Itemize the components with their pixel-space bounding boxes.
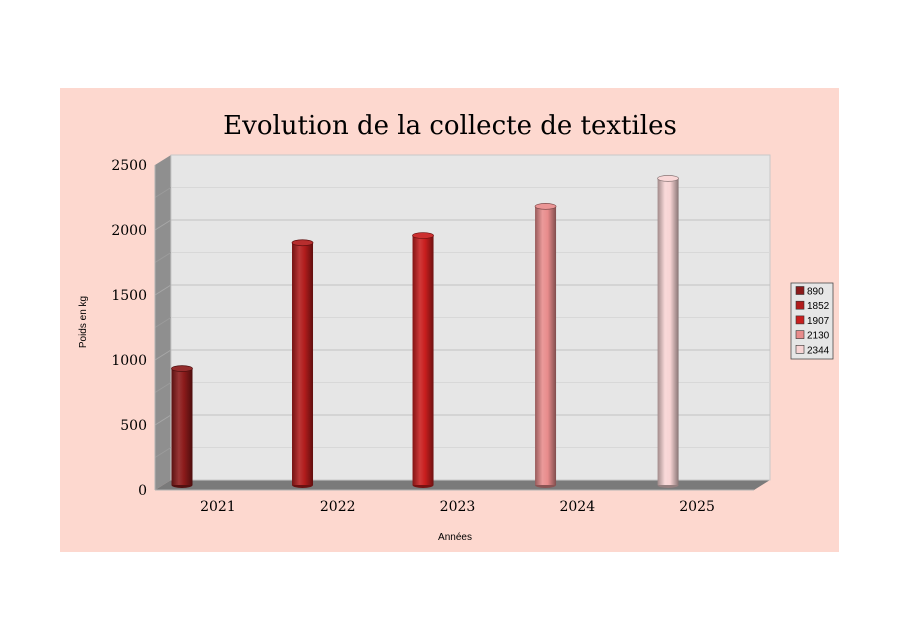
bar-2024 [534, 203, 557, 488]
x-tick-label: 2024 [559, 499, 595, 515]
legend-label: 2130 [807, 331, 830, 342]
bar-top [171, 365, 193, 372]
gridline-side [154, 349, 172, 361]
gridline-side [154, 447, 172, 458]
gridline-side [154, 414, 172, 426]
bar-2023 [412, 232, 434, 488]
y-tick-labels: 0 500 1000 1500 2000 2500 [111, 158, 147, 499]
bar-top [291, 239, 314, 247]
bar-top [534, 203, 557, 210]
x-tick-label: 2022 [320, 499, 356, 515]
x-tick-label: 2021 [200, 499, 236, 515]
gridline-side [154, 317, 172, 328]
bar-2025 [657, 175, 679, 488]
bar-2021 [171, 365, 193, 488]
bar-body [657, 178, 679, 486]
bar-top [657, 175, 679, 182]
gridline-side [154, 219, 172, 231]
legend-swatch [795, 300, 805, 310]
y-axis-label: Poids en kg [78, 296, 89, 348]
legend-swatch [795, 330, 805, 339]
y-tick-label: 0 [138, 483, 147, 499]
gridline-side [154, 187, 172, 198]
gridline-side [154, 284, 172, 296]
x-axis-label: Années [438, 532, 472, 543]
x-tick-label: 2025 [679, 499, 715, 515]
y-tick-label: 2000 [111, 223, 147, 239]
x-tick-label: 2023 [440, 499, 476, 515]
bars [171, 175, 679, 488]
gridline-side [154, 382, 172, 393]
bar-body [171, 368, 193, 485]
legend-label: 1852 [807, 301, 830, 312]
legend-label: 2344 [807, 345, 830, 356]
legend: 890 1852 1907 2130 2344 [790, 282, 834, 360]
bar-body [292, 242, 314, 485]
y-tick-label: 1500 [111, 288, 147, 304]
bar-2022 [291, 239, 314, 488]
y-tick-label: 500 [120, 418, 147, 434]
gridline-side [154, 252, 172, 263]
legend-label: 1907 [807, 316, 830, 327]
x-tick-labels: 2021 2022 2023 2024 2025 [200, 499, 715, 515]
bar-top [412, 232, 434, 239]
legend-swatch [795, 286, 805, 295]
bar-body [535, 206, 557, 485]
chart-title: Evolution de la collecte de textiles [223, 111, 677, 141]
bar-body [412, 235, 434, 485]
legend-swatch [795, 344, 805, 354]
legend-label: 890 [807, 287, 824, 298]
y-tick-label: 2500 [111, 158, 147, 174]
y-tick-label: 1000 [111, 353, 147, 369]
legend-swatch [795, 315, 805, 325]
